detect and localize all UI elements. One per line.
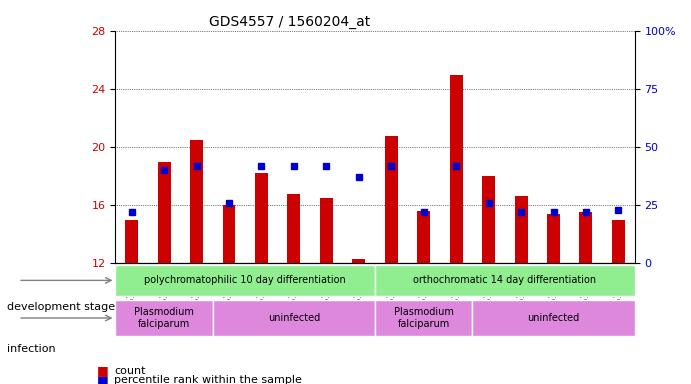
Bar — [343, 31, 375, 263]
Bar — [385, 136, 398, 263]
Bar — [213, 31, 245, 263]
Bar — [547, 214, 560, 263]
Text: ■: ■ — [97, 364, 108, 377]
Bar — [450, 75, 463, 263]
Text: development stage: development stage — [7, 302, 115, 312]
Bar — [158, 162, 171, 263]
Bar — [310, 31, 343, 263]
Bar — [125, 220, 138, 263]
Text: Plasmodium
falciparum: Plasmodium falciparum — [134, 307, 194, 329]
Bar — [375, 31, 408, 263]
Bar — [408, 31, 440, 263]
FancyBboxPatch shape — [115, 300, 213, 336]
Bar — [417, 211, 430, 263]
Text: orthochromatic 14 day differentiation: orthochromatic 14 day differentiation — [413, 275, 596, 285]
Bar — [515, 197, 527, 263]
Text: GDS4557 / 1560204_at: GDS4557 / 1560204_at — [209, 15, 370, 29]
Bar — [190, 140, 203, 263]
Text: count: count — [114, 366, 146, 376]
Bar — [255, 173, 268, 263]
Bar — [352, 259, 366, 263]
Bar — [278, 31, 310, 263]
Text: uninfected: uninfected — [268, 313, 320, 323]
Text: ■: ■ — [97, 374, 108, 384]
Text: uninfected: uninfected — [527, 313, 580, 323]
Bar — [570, 31, 602, 263]
Text: polychromatophilic 10 day differentiation: polychromatophilic 10 day differentiatio… — [144, 275, 346, 285]
Bar — [320, 198, 333, 263]
Bar — [538, 31, 570, 263]
Bar — [505, 31, 538, 263]
Bar — [473, 31, 505, 263]
Bar — [245, 31, 278, 263]
Bar — [440, 31, 473, 263]
FancyBboxPatch shape — [473, 300, 634, 336]
Text: infection: infection — [7, 344, 55, 354]
Bar — [287, 194, 301, 263]
Bar — [612, 220, 625, 263]
FancyBboxPatch shape — [115, 265, 375, 296]
FancyBboxPatch shape — [375, 265, 634, 296]
Bar — [223, 205, 236, 263]
FancyBboxPatch shape — [375, 300, 473, 336]
Bar — [180, 31, 213, 263]
Bar — [482, 176, 495, 263]
Bar — [115, 31, 148, 263]
Text: Plasmodium
falciparum: Plasmodium falciparum — [394, 307, 454, 329]
Text: percentile rank within the sample: percentile rank within the sample — [114, 375, 302, 384]
FancyBboxPatch shape — [213, 300, 375, 336]
Bar — [602, 31, 634, 263]
Bar — [148, 31, 180, 263]
Bar — [580, 212, 592, 263]
